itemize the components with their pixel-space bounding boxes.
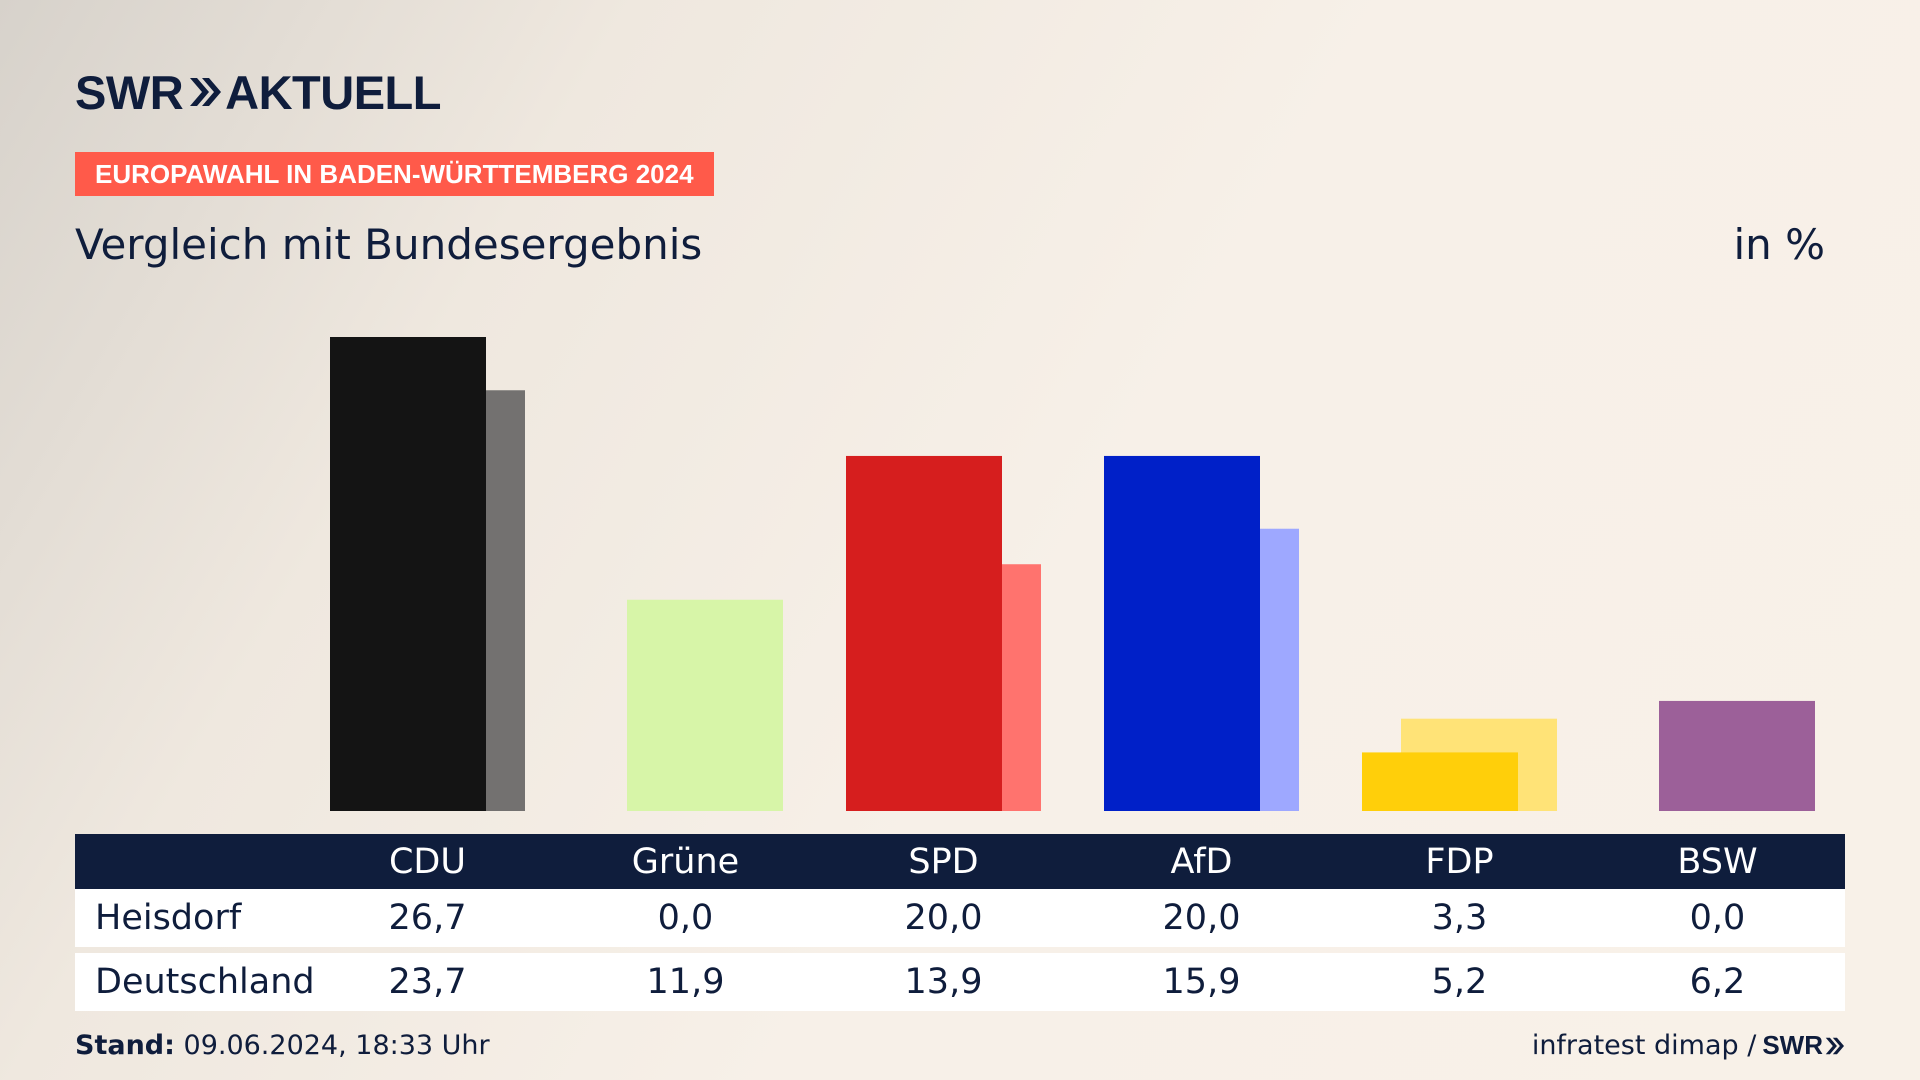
column-header-fdp: FDP	[1425, 841, 1494, 882]
cell-fdp: 5,2	[1431, 962, 1488, 1002]
cell-spd: 13,9	[904, 962, 983, 1002]
double-chevron-icon	[1825, 1037, 1844, 1054]
double-chevron-icon	[187, 75, 222, 109]
bar-afd-heisdorf	[1104, 455, 1260, 811]
results-table: CDU Grüne SPD AfD FDP BSW Heisdorf 26,7 0,0 20,…	[75, 834, 1845, 1011]
stand-label: Stand:	[75, 1030, 175, 1061]
column-header-grüne: Grüne	[631, 841, 740, 882]
row-label: Deutschland	[95, 962, 315, 1002]
cell-afd: 20,0	[1162, 898, 1241, 938]
product-label: AKTUELL	[225, 65, 441, 119]
bar-fdp-heisdorf	[1362, 752, 1518, 811]
bar-cdu-heisdorf	[330, 337, 486, 811]
unit-label: in %	[1733, 220, 1825, 269]
column-header-afd: AfD	[1170, 841, 1233, 882]
source-brand-logo: SWR	[1762, 1030, 1845, 1061]
swr-aktuell-logo: SWR AKTUELL	[75, 66, 441, 119]
stand-value: 09.06.2024, 18:33 Uhr	[183, 1030, 490, 1061]
source-credit: infratest dimap / SWR	[1532, 1030, 1845, 1061]
cell-spd: 20,0	[904, 898, 983, 938]
chart-subtitle: Vergleich mit Bundesergebnis	[75, 220, 703, 269]
source-brand-label: SWR	[1762, 1030, 1823, 1060]
brand-label: SWR	[75, 65, 184, 119]
row-label: Heisdorf	[95, 898, 242, 938]
cell-fdp: 3,3	[1431, 898, 1488, 938]
timestamp: Stand: 09.06.2024, 18:33 Uhr	[75, 1030, 490, 1061]
source-label: infratest dimap /	[1531, 1030, 1757, 1061]
cell-bsw: 0,0	[1689, 898, 1746, 938]
cell-cdu: 26,7	[388, 898, 467, 938]
cell-afd: 15,9	[1162, 962, 1241, 1002]
cell-bsw: 6,2	[1689, 962, 1746, 1002]
topic-badge: EUROPAWAHL IN BADEN-WÜRTTEMBERG 2024	[75, 152, 714, 196]
column-header-cdu: CDU	[388, 841, 466, 882]
cell-cdu: 23,7	[388, 962, 467, 1002]
table-header: CDU Grüne SPD AfD FDP BSW	[75, 834, 1845, 889]
bar-bsw-deutschland	[1659, 700, 1815, 811]
bar-spd-heisdorf	[846, 455, 1002, 811]
cell-grüne: 0,0	[657, 898, 714, 938]
column-header-spd: SPD	[908, 841, 979, 882]
bar-grüne-deutschland	[627, 599, 783, 811]
table-row: Heisdorf 26,7 0,0 20,0 20,0 3,3 0,0	[75, 889, 1845, 947]
column-header-bsw: BSW	[1677, 841, 1758, 882]
bar-chart	[330, 337, 1815, 811]
cell-grüne: 11,9	[646, 962, 725, 1002]
table-row: Deutschland 23,7 11,9 13,9 15,9 5,2 6,2	[75, 953, 1845, 1011]
